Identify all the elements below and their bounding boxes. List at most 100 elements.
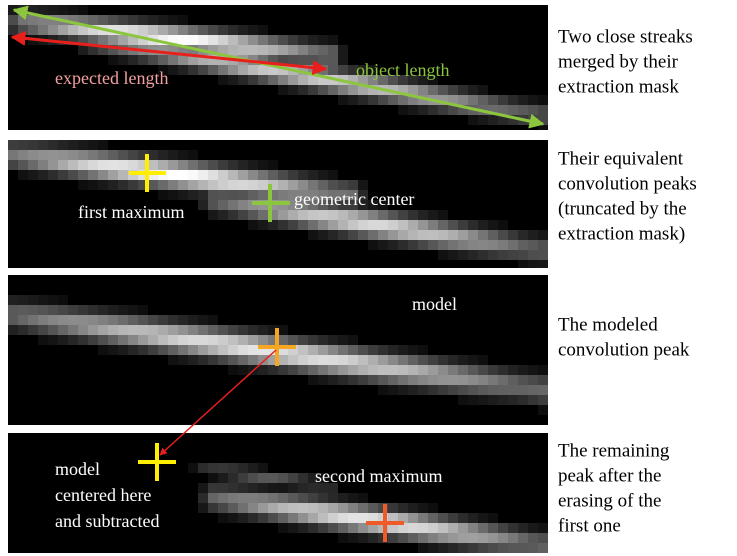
pixel — [88, 180, 98, 190]
pixel — [438, 365, 448, 375]
pixel — [318, 45, 328, 55]
pixel — [178, 150, 188, 160]
label: model — [55, 459, 100, 479]
pixel — [388, 533, 398, 543]
pixel — [128, 15, 138, 25]
pixel — [28, 140, 38, 150]
pixel — [298, 503, 308, 513]
pixel — [418, 385, 428, 395]
pixel — [198, 325, 208, 335]
pixel — [128, 160, 138, 170]
pixel — [258, 75, 268, 85]
pixel — [238, 365, 248, 375]
pixel — [518, 533, 528, 543]
pixel — [78, 5, 88, 15]
pixel — [468, 230, 478, 240]
pixel — [248, 25, 258, 35]
pixel — [388, 355, 398, 365]
pixel — [258, 483, 268, 493]
pixel — [298, 345, 308, 355]
pixel — [238, 160, 248, 170]
pixel — [358, 355, 368, 365]
caption-line: convolution peaks — [558, 173, 697, 194]
pixel — [328, 230, 338, 240]
pixel — [258, 65, 268, 75]
pixel — [268, 473, 278, 483]
pixel — [198, 190, 208, 200]
pixel — [318, 170, 328, 180]
pixel — [338, 45, 348, 55]
pixel — [328, 210, 338, 220]
pixel — [318, 513, 328, 523]
pixel — [308, 230, 318, 240]
pixel — [288, 513, 298, 523]
pixel — [248, 513, 258, 523]
pixel — [408, 523, 418, 533]
pixel — [488, 250, 498, 260]
pixel — [148, 25, 158, 35]
pixel — [158, 315, 168, 325]
pixel — [108, 335, 118, 345]
pixel — [198, 345, 208, 355]
pixel — [498, 230, 508, 240]
pixel — [238, 355, 248, 365]
pixel — [508, 230, 518, 240]
label: expected length — [55, 68, 168, 88]
pixel — [398, 105, 408, 115]
pixel — [278, 220, 288, 230]
pixel — [278, 503, 288, 513]
pixel — [338, 335, 348, 345]
pixel — [278, 355, 288, 365]
pixel — [278, 483, 288, 493]
pixel — [478, 375, 488, 385]
pixel — [8, 295, 18, 305]
caption-line: The remaining — [558, 440, 670, 461]
pixel — [378, 220, 388, 230]
pixel — [468, 240, 478, 250]
pixel — [98, 325, 108, 335]
pixel — [8, 140, 18, 150]
pixel — [328, 85, 338, 95]
pixel — [128, 180, 138, 190]
pixel — [228, 45, 238, 55]
pixel — [358, 375, 368, 385]
pixel — [148, 55, 158, 65]
pixel — [478, 220, 488, 230]
pixel — [158, 345, 168, 355]
pixel — [78, 305, 88, 315]
pixel — [248, 75, 258, 85]
pixel — [458, 375, 468, 385]
pixel — [78, 140, 88, 150]
pixel — [208, 210, 218, 220]
pixel — [278, 170, 288, 180]
pixel — [168, 150, 178, 160]
pixel — [198, 170, 208, 180]
pixel — [28, 15, 38, 25]
pixel — [368, 503, 378, 513]
pixel — [98, 160, 108, 170]
pixel — [238, 75, 248, 85]
pixel — [328, 170, 338, 180]
pixel — [488, 513, 498, 523]
pixel — [48, 160, 58, 170]
pixel — [208, 170, 218, 180]
pixel — [118, 315, 128, 325]
pixel — [158, 160, 168, 170]
pixel — [38, 335, 48, 345]
pixel — [398, 95, 408, 105]
pixel — [348, 355, 358, 365]
pixel — [208, 65, 218, 75]
pixel — [418, 375, 428, 385]
pixel — [128, 315, 138, 325]
pixel — [268, 503, 278, 513]
pixel — [468, 95, 478, 105]
pixel — [238, 180, 248, 190]
pixel — [428, 523, 438, 533]
pixel — [328, 355, 338, 365]
pixel — [178, 15, 188, 25]
pixel — [38, 295, 48, 305]
pixel — [408, 533, 418, 543]
pixel — [328, 220, 338, 230]
pixel — [448, 543, 458, 553]
pixel — [258, 170, 268, 180]
